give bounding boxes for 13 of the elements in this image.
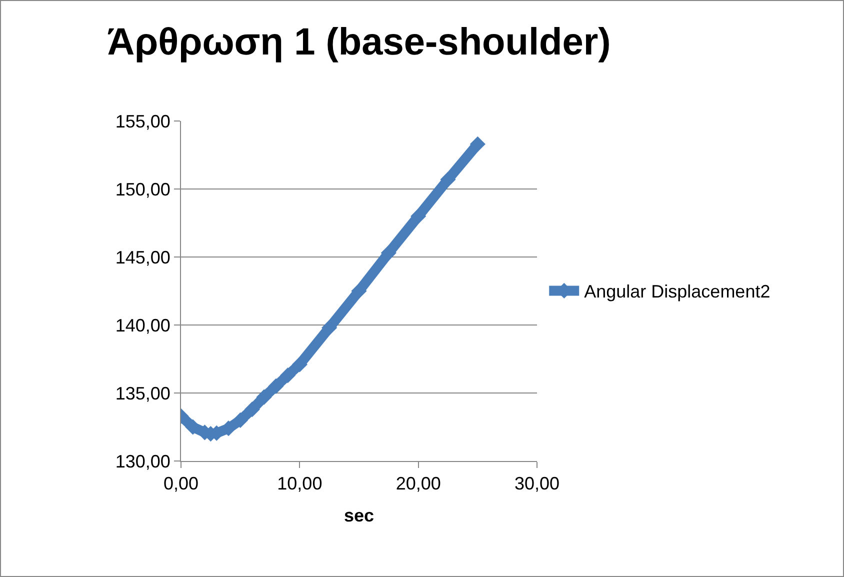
x-tick-label: 20,00	[396, 474, 441, 494]
x-axis-title: sec	[344, 506, 374, 526]
x-tick-label: 0,00	[163, 474, 199, 494]
y-tick-label: 135,00	[115, 383, 170, 404]
x-tick-label: 10,00	[277, 474, 322, 494]
y-tick-label: 140,00	[115, 315, 170, 336]
y-tick-label: 130,00	[115, 451, 170, 472]
chart-title: Άρθρωση 1 (base-shoulder)	[107, 22, 611, 64]
legend-label: Angular Displacement2	[584, 282, 770, 302]
x-tick-label: 30,00	[514, 474, 560, 494]
y-tick-label: 145,00	[115, 247, 170, 268]
y-tick-label: 155,00	[115, 111, 170, 132]
y-tick-label: 150,00	[115, 179, 170, 200]
